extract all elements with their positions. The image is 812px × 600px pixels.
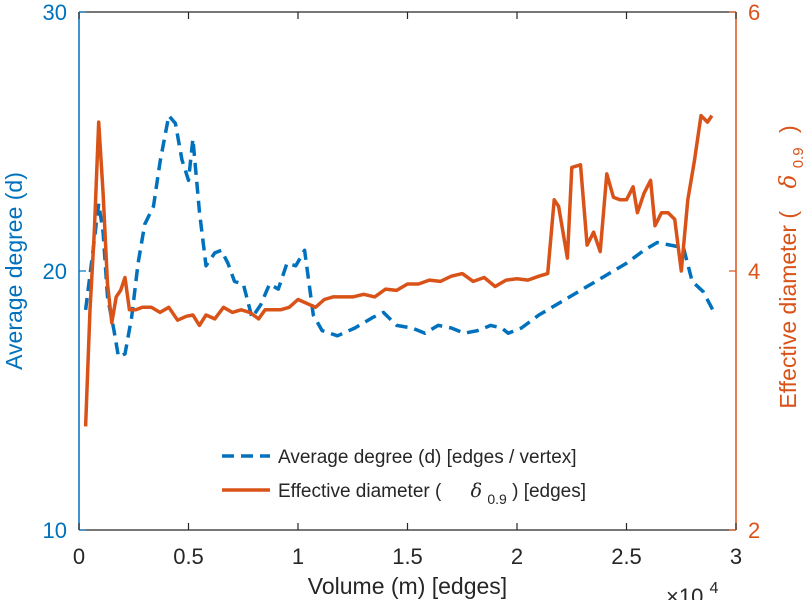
ticks-layer: 0 0.5 1 1.5 2 2.5 3 10 20 30 2 4 6 [43,0,761,569]
legend: Average degree (d) [edges / vertex] Effe… [222,447,586,509]
x-tick-label: 3 [730,544,742,569]
x-tick-label: 0.5 [173,544,204,569]
series-line-average-degree [83,113,716,359]
right-y-axis-label-subscript: 0.9 [790,147,807,168]
series-layer [83,113,716,427]
right-y-tick-label: 6 [748,0,760,25]
x-tick-label: 1 [292,544,304,569]
right-y-tick-label: 4 [748,259,760,284]
x-tick-label: 0 [73,544,85,569]
right-y-tick-label: 2 [748,518,760,543]
legend-label-symbol: δ [471,480,482,502]
right-y-axis-label-suffix: ) [775,125,801,133]
legend-label-subscript: 0.9 [487,491,507,507]
x-axis-exponent-power: 4 [709,580,718,597]
legend-label-effective-diameter: Effective diameter ( δ 0.9 ) [edges] [278,480,586,509]
legend-label-suffix: ) [edges] [512,481,586,502]
x-tick-label: 1.5 [392,544,423,569]
left-y-tick-label: 10 [43,518,67,543]
x-tick-label: 2 [511,544,523,569]
x-tick-label: 2.5 [611,544,642,569]
left-y-tick-label: 20 [43,259,67,284]
left-y-axis-label: Average degree (d) [1,172,27,370]
x-axis-label: Volume (m) [edges] [308,573,507,599]
legend-label-average-degree: Average degree (d) [edges / vertex] [278,447,577,468]
right-y-axis-label: Effective diameter ( δ 0.9 ) [775,125,808,408]
right-y-axis-label-prefix: Effective diameter ( [775,211,801,409]
legend-label-prefix: Effective diameter ( [278,481,442,502]
x-axis-exponent: ×10 4 [666,580,718,600]
series-line-effective-diameter [83,113,714,427]
right-y-axis-label-symbol: δ [776,175,802,189]
x-axis-exponent-base: ×10 [666,584,703,600]
left-y-tick-label: 30 [43,0,67,25]
